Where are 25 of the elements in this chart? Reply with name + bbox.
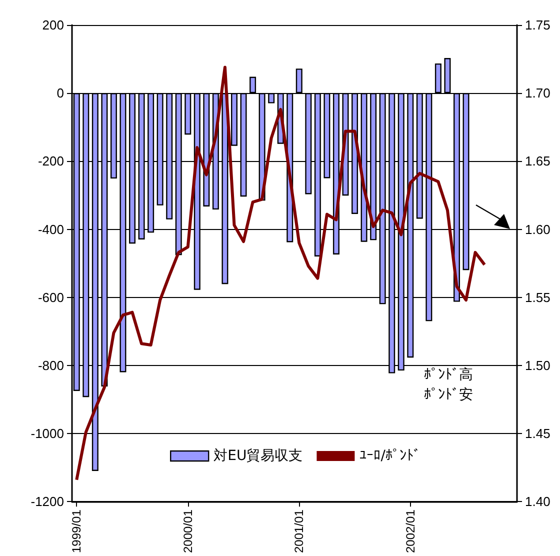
y2-tick-label: 1.65: [525, 154, 550, 169]
y2-tick-label: 1.40: [525, 494, 550, 510]
annotation: ﾎﾟﾝﾄﾞ安: [424, 387, 473, 403]
y2-tick-label: 1.60: [525, 222, 550, 237]
y-tick-label: 200: [42, 18, 64, 32]
y2-tick-label: 1.50: [525, 358, 550, 373]
legend-label: ﾕｰﾛ/ﾎﾟﾝﾄﾞ: [360, 448, 420, 464]
y-tick-label: -800: [38, 358, 64, 373]
line-series: [75, 66, 486, 482]
x-tick-label: 2000/01: [180, 509, 195, 554]
y2-tick-label: 1.45: [525, 426, 550, 442]
x-tick-label: 2001/01: [292, 509, 306, 554]
legend-label: 対EU貿易収支: [214, 448, 303, 464]
y-tick-label: -600: [38, 290, 64, 305]
x-tick-label: 2002/01: [403, 509, 418, 554]
y-tick-label: 0: [56, 86, 64, 101]
y2-tick-label: 1.75: [525, 18, 550, 32]
y-tick-label: -1000: [30, 426, 64, 442]
y-tick-label: -400: [38, 222, 64, 237]
y2-tick-label: 1.55: [525, 290, 550, 305]
y-tick-label: -1200: [30, 494, 64, 510]
y-tick-label: -200: [38, 154, 64, 169]
x-tick-label: 1999/01: [70, 509, 84, 554]
annotation: ﾎﾟﾝﾄﾞ高: [424, 367, 473, 383]
y2-tick-label: 1.70: [525, 86, 550, 101]
